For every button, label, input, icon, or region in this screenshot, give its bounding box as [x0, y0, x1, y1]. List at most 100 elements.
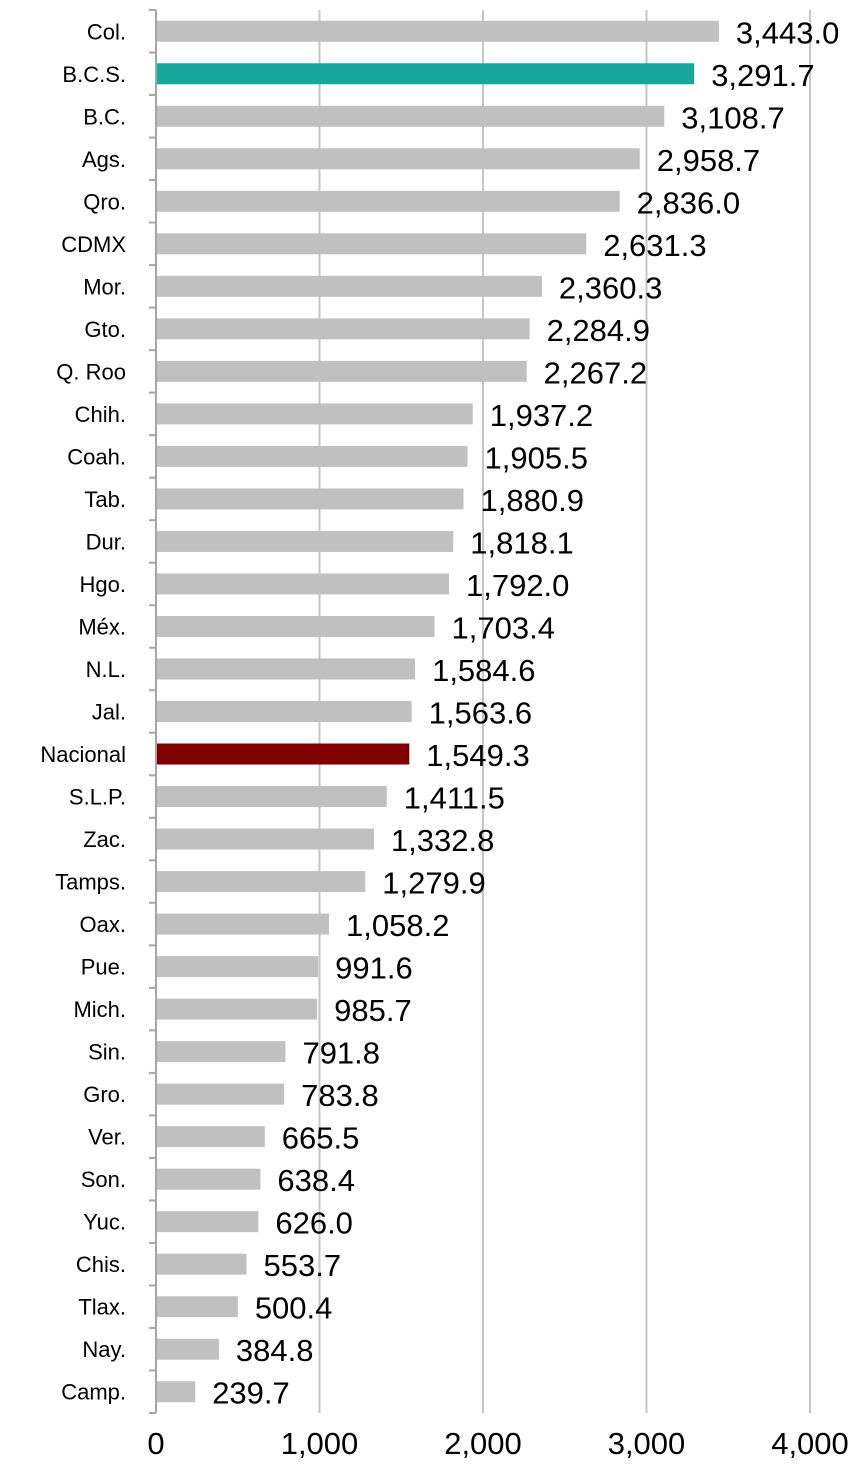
value-label-1: 3,291.7 [711, 58, 814, 93]
value-label-16: 1,563.6 [429, 696, 532, 731]
value-label-22: 991.6 [335, 951, 413, 986]
category-label-10: Coah. [67, 444, 126, 469]
value-label-9: 1,937.2 [490, 398, 593, 433]
category-label-12: Dur. [86, 529, 126, 554]
bar-9 [157, 403, 473, 425]
category-label-6: Mor. [83, 274, 126, 299]
category-label-15: N.L. [86, 657, 126, 682]
value-label-8: 2,267.2 [544, 355, 647, 390]
value-label-28: 626.0 [275, 1206, 353, 1241]
bar-28 [157, 1211, 259, 1233]
x-tick-label-1: 1,000 [281, 1426, 359, 1461]
category-label-14: Méx. [78, 614, 126, 639]
bar-16 [157, 701, 412, 722]
value-label-13: 1,792.0 [466, 568, 569, 603]
category-label-27: Son. [81, 1167, 126, 1192]
bar-25 [157, 1083, 285, 1105]
category-label-13: Hgo. [80, 572, 126, 597]
category-label-19: Zac. [83, 827, 126, 852]
value-label-14: 1,703.4 [452, 610, 555, 645]
bar-27 [157, 1168, 261, 1190]
bar-4 [157, 190, 620, 212]
value-label-7: 2,284.9 [547, 313, 650, 348]
bar-20 [157, 871, 366, 893]
category-label-7: Gto. [84, 317, 126, 342]
bar-15 [157, 658, 416, 680]
bar-17 [157, 743, 410, 765]
category-label-0: Col. [87, 19, 126, 44]
value-label-23: 985.7 [334, 993, 412, 1028]
bar-12 [157, 530, 454, 552]
value-label-32: 239.7 [212, 1376, 290, 1411]
category-label-23: Mich. [73, 997, 126, 1022]
axes [149, 9, 157, 1414]
bar-5 [157, 233, 587, 255]
category-label-29: Chis. [76, 1252, 126, 1277]
value-label-15: 1,584.6 [432, 653, 535, 688]
bar-18 [157, 786, 387, 808]
bar-11 [157, 488, 464, 510]
x-tick-label-2: 2,000 [444, 1426, 522, 1461]
x-tick-label-0: 0 [147, 1426, 164, 1461]
bars [157, 20, 719, 1403]
category-label-31: Nay. [82, 1337, 126, 1362]
category-label-3: Ags. [82, 147, 126, 172]
value-label-21: 1,058.2 [346, 908, 449, 943]
bar-7 [157, 318, 530, 340]
bar-19 [157, 828, 374, 850]
category-label-17: Nacional [40, 742, 126, 767]
category-label-26: Ver. [88, 1125, 126, 1150]
category-label-2: B.C. [83, 104, 126, 129]
bar-3 [157, 148, 640, 170]
value-label-26: 665.5 [282, 1121, 360, 1156]
bar-32 [157, 1381, 196, 1403]
category-label-18: S.L.P. [69, 785, 126, 810]
value-label-19: 1,332.8 [391, 823, 494, 858]
value-label-11: 1,880.9 [481, 483, 584, 518]
category-label-30: Tlax. [78, 1295, 126, 1320]
value-label-31: 384.8 [236, 1333, 314, 1368]
value-label-30: 500.4 [255, 1291, 333, 1326]
value-label-10: 1,905.5 [485, 440, 588, 475]
bar-31 [157, 1338, 219, 1360]
value-label-5: 2,631.3 [603, 228, 706, 263]
category-label-1: B.C.S. [62, 62, 126, 87]
bar-24 [157, 1041, 286, 1063]
value-label-27: 638.4 [277, 1163, 355, 1198]
category-label-28: Yuc. [83, 1210, 126, 1235]
value-label-25: 783.8 [301, 1078, 379, 1113]
category-label-8: Q. Roo [56, 359, 126, 384]
category-label-24: Sin. [88, 1040, 126, 1065]
labels: Col. 3,443.0 B.C.S. 3,291.7 B.C. 3,108.7 Ags. 2… [40, 15, 848, 1461]
category-label-22: Pue. [81, 955, 126, 980]
bar-8 [157, 360, 527, 382]
bar-13 [157, 573, 449, 595]
bar-10 [157, 445, 468, 467]
value-label-3: 2,958.7 [657, 143, 760, 178]
value-label-29: 553.7 [264, 1248, 342, 1283]
bar-26 [157, 1126, 265, 1148]
category-label-4: Qro. [83, 189, 126, 214]
category-label-16: Jal. [92, 700, 126, 725]
category-label-5: CDMX [61, 232, 126, 257]
bar-2 [157, 105, 665, 127]
bar-23 [157, 998, 318, 1020]
bar-22 [157, 956, 319, 978]
value-label-2: 3,108.7 [681, 100, 784, 135]
category-label-20: Tamps. [55, 870, 126, 895]
value-label-24: 791.8 [302, 1036, 380, 1071]
category-label-9: Chih. [75, 402, 126, 427]
category-label-11: Tab. [84, 487, 126, 512]
value-label-12: 1,818.1 [470, 525, 573, 560]
bar-6 [157, 275, 542, 297]
bar-30 [157, 1296, 238, 1318]
value-label-0: 3,443.0 [736, 15, 839, 50]
bar-14 [157, 615, 435, 637]
bar-0 [157, 20, 719, 42]
value-label-17: 1,549.3 [426, 738, 529, 773]
x-tick-label-3: 3,000 [608, 1426, 686, 1461]
value-label-4: 2,836.0 [637, 185, 740, 220]
value-label-6: 2,360.3 [559, 270, 662, 305]
